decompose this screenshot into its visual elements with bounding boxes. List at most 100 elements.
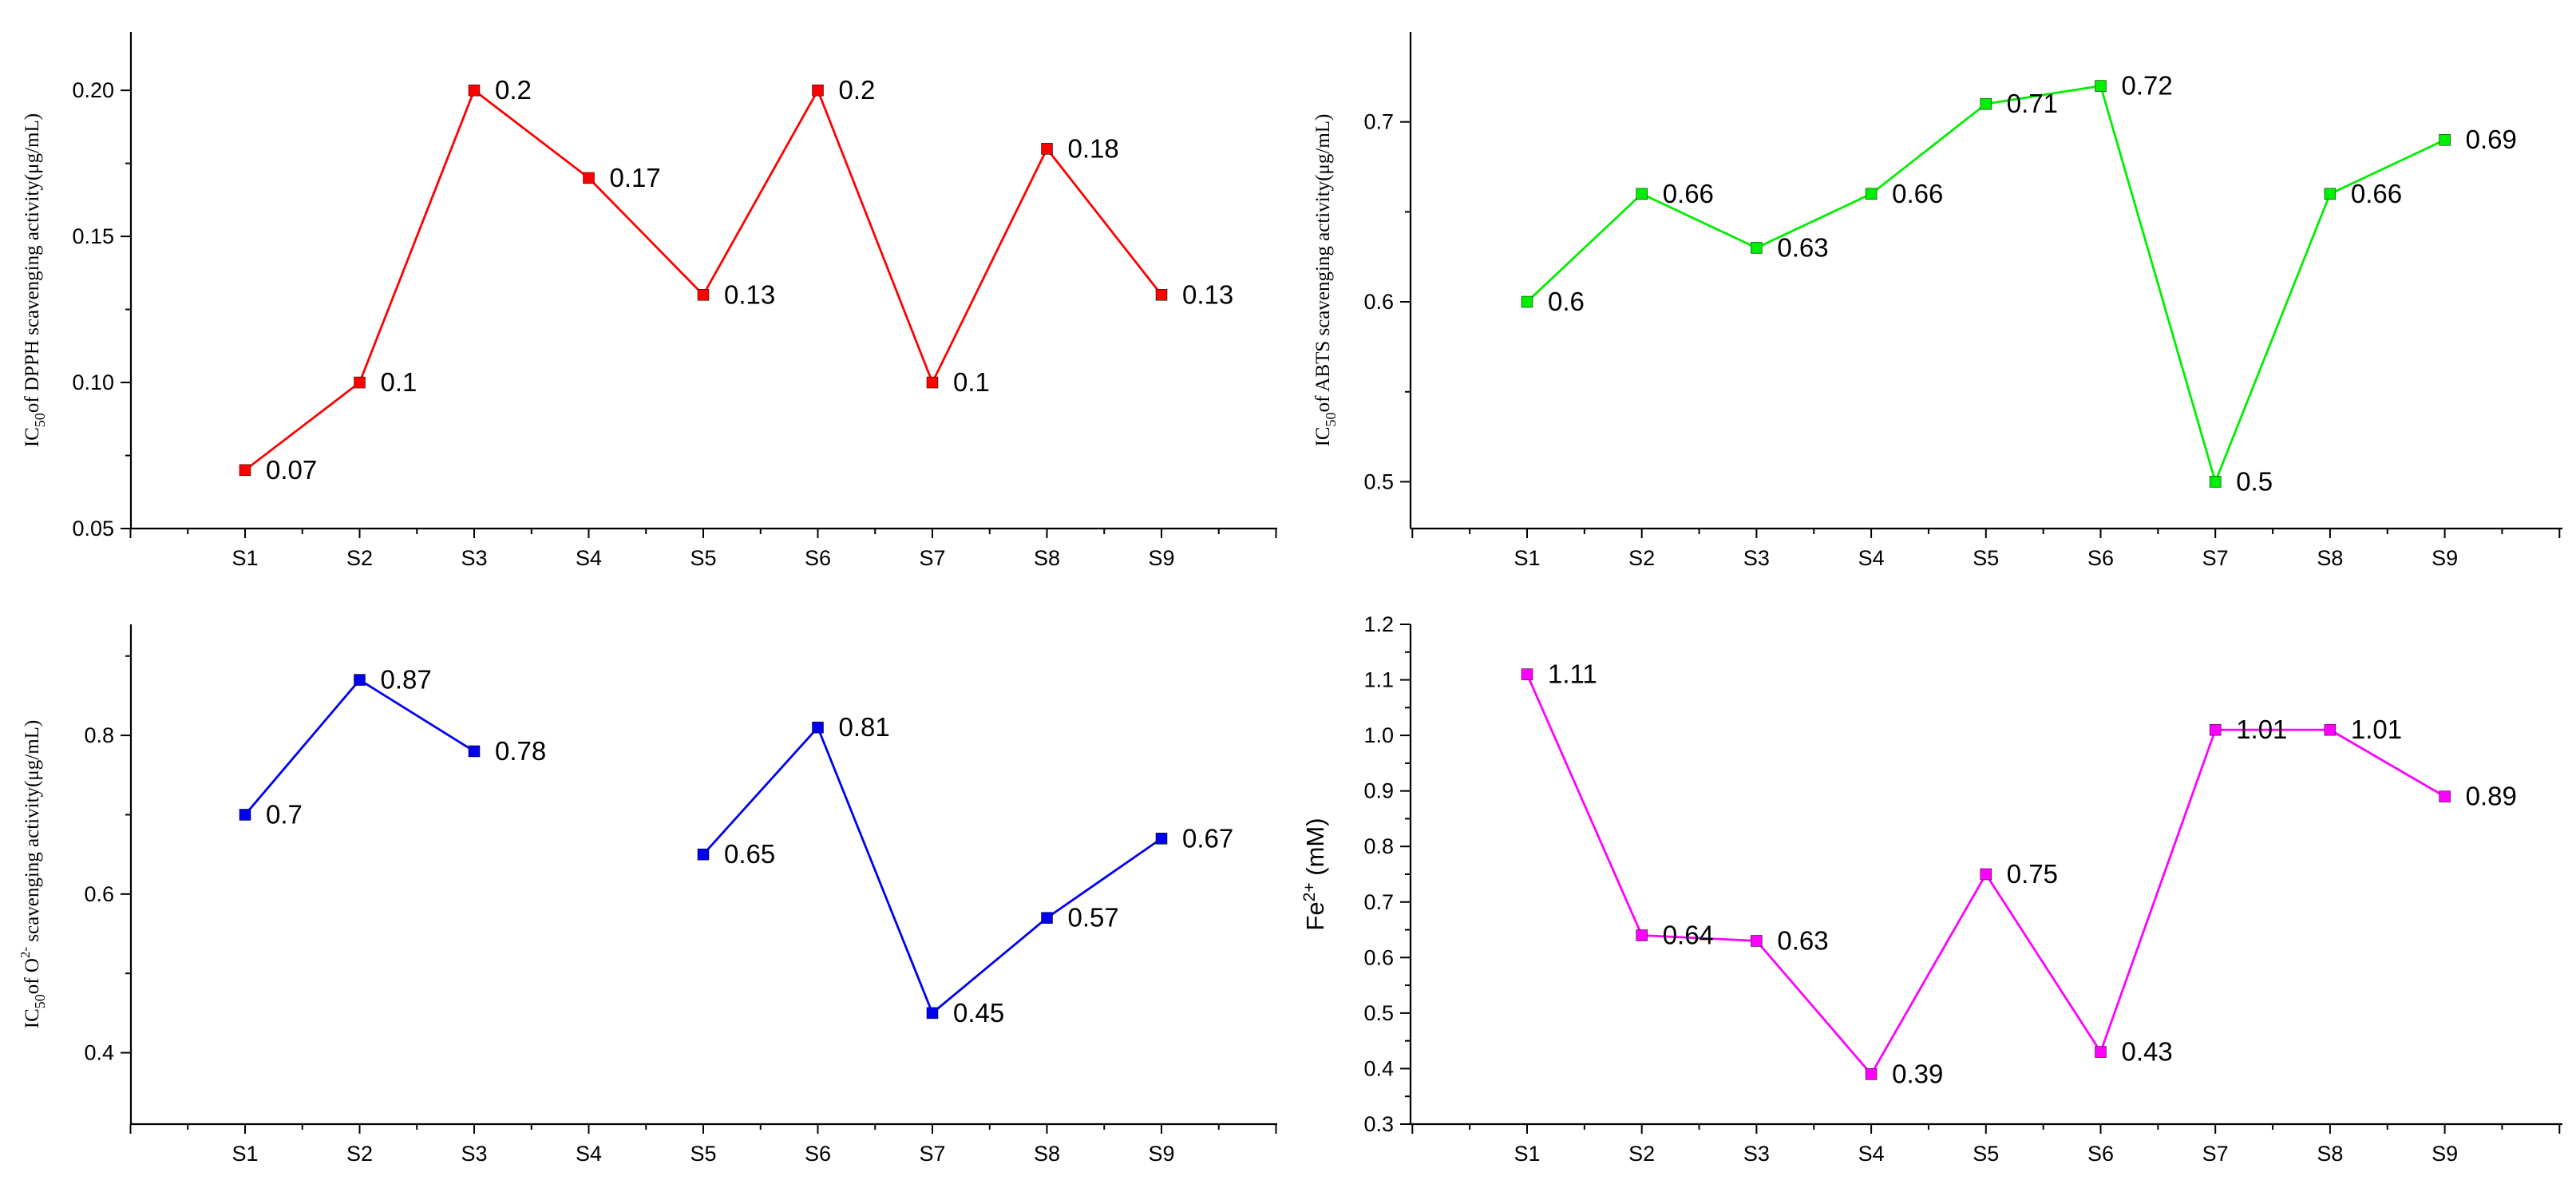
x-tick-label-s3: S3	[1743, 1142, 1770, 1166]
y-tick-label: 0.5	[1363, 469, 1394, 493]
data-point	[1751, 242, 1763, 254]
data-point	[468, 745, 481, 758]
data-point	[1980, 868, 1992, 881]
x-tick-label-s8: S8	[1034, 1142, 1060, 1166]
y-tick-label: 0.6	[1363, 290, 1394, 314]
y-axis-title-part: IC	[22, 1008, 43, 1028]
data-point	[1041, 912, 1053, 924]
y-tick-label: 0.10	[72, 370, 114, 394]
x-tick-label-s7: S7	[919, 546, 945, 570]
y-axis-title-part: 2-	[18, 947, 33, 959]
x-tick-label-s9: S9	[1148, 1142, 1174, 1166]
y-tick-label: 0.7	[1363, 110, 1394, 134]
data-point	[697, 289, 710, 301]
x-tick-label-s5: S5	[1973, 546, 1999, 570]
data-point	[926, 1007, 939, 1020]
data-point	[812, 84, 824, 97]
y-tick-label: 0.20	[72, 78, 114, 102]
chart-panel-4: 0.3 0.4 0.5 0.6 0.7 0.8 0.9 1.0 1.1 1.2 S1 S2 S3 S4 S5…	[1300, 612, 2562, 1166]
x-tick-label-s6: S6	[2087, 1142, 2114, 1166]
data-label: 0.2	[839, 75, 876, 105]
data-point	[1041, 143, 1053, 155]
x-tick-label-s4: S4	[576, 546, 602, 570]
data-label: 0.17	[610, 163, 661, 192]
x-tick-label-s5: S5	[690, 546, 716, 570]
y-axis-title-part: (mM)	[1301, 818, 1329, 882]
x-tick-label-s8: S8	[2317, 1142, 2343, 1166]
data-point	[2324, 723, 2337, 736]
x-tick-label-s2: S2	[1628, 1142, 1655, 1166]
y-axis-title: IC50of ABTS scavenging activity(μg/mL)	[1312, 114, 1339, 447]
y-axis-title: Fe2+ (mM)	[1300, 818, 1329, 930]
x-tick-label-s2: S2	[346, 1142, 373, 1166]
x-tick-label-s9: S9	[1148, 546, 1174, 570]
data-point	[354, 376, 366, 389]
data-point	[2324, 188, 2337, 200]
y-tick-label: 0.9	[1363, 779, 1394, 803]
data-label: 0.66	[1892, 179, 1943, 208]
data-label: 0.45	[953, 998, 1004, 1028]
x-tick-label-s7: S7	[2202, 546, 2229, 570]
data-point	[926, 376, 939, 389]
y-tick-label: 0.05	[72, 517, 114, 541]
data-point	[1636, 929, 1648, 941]
x-tick-label-s6: S6	[2087, 546, 2114, 570]
data-label: 0.13	[724, 279, 775, 309]
x-tick-label-s4: S4	[576, 1142, 602, 1166]
y-tick-label: 1.0	[1363, 723, 1394, 747]
data-label: 1.01	[2351, 715, 2402, 744]
data-point	[1980, 97, 1992, 110]
data-label: 0.1	[953, 367, 990, 397]
data-label: 0.71	[2007, 89, 2058, 118]
data-point	[239, 464, 251, 477]
y-axis-title-part: IC	[1312, 426, 1334, 446]
data-label: 0.81	[839, 712, 890, 742]
data-label: 0.66	[1663, 179, 1714, 208]
data-point	[1521, 668, 1533, 680]
data-label: 0.07	[266, 455, 317, 485]
data-point	[2209, 723, 2222, 736]
data-point	[1155, 833, 1168, 845]
y-axis-title: IC50of O2- scavenging activity(μg/mL)	[18, 720, 48, 1028]
data-label: 0.43	[2122, 1037, 2173, 1067]
y-axis-title-part: 50	[32, 413, 48, 427]
y-axis-title-part: 50	[32, 994, 48, 1008]
data-point	[2439, 790, 2451, 802]
data-point	[239, 809, 251, 821]
data-label: 0.6	[1548, 287, 1585, 316]
x-tick-label-s5: S5	[690, 1142, 716, 1166]
data-point	[2439, 133, 2451, 146]
x-tick-label-s8: S8	[2317, 546, 2343, 570]
x-tick-label-s1: S1	[231, 546, 258, 570]
x-tick-label-s1: S1	[231, 1142, 258, 1166]
data-label: 0.72	[2122, 71, 2173, 101]
chart-panel-1: 0.05 0.10 0.15 0.20 S1 S2 S3 S4 S5 S6 S7 S8 S9 IC50of…	[22, 32, 1277, 570]
data-label: 1.11	[1548, 659, 1597, 689]
data-label: 0.78	[495, 736, 546, 766]
x-tick-label-s2: S2	[346, 546, 373, 570]
y-tick-label: 0.4	[1363, 1056, 1394, 1080]
x-tick-label-s4: S4	[1858, 1142, 1885, 1166]
y-tick-label: 0.6	[1363, 945, 1394, 969]
x-tick-label-s3: S3	[1743, 546, 1770, 570]
data-label: 0.67	[1182, 823, 1233, 853]
data-label: 0.75	[2007, 859, 2058, 889]
data-label: 0.7	[266, 799, 303, 829]
series-line	[1526, 85, 2446, 485]
data-label: 0.66	[2351, 179, 2402, 208]
y-tick-label: 1.2	[1363, 612, 1394, 636]
data-point	[1155, 289, 1168, 301]
y-axis-title-part: of DPPH scavenging activity(μg/mL)	[22, 113, 43, 413]
x-tick-label-s9: S9	[2432, 546, 2458, 570]
x-tick-label-s7: S7	[2202, 1142, 2229, 1166]
data-point	[1751, 935, 1763, 947]
data-label: 0.69	[2466, 125, 2517, 154]
data-point	[1521, 295, 1533, 308]
data-label: 0.65	[724, 839, 775, 869]
x-tick-label-s3: S3	[461, 1142, 487, 1166]
y-tick-label: 0.8	[1363, 834, 1394, 858]
x-tick-label-s1: S1	[1514, 1142, 1540, 1166]
series-line	[243, 678, 475, 816]
data-point	[697, 848, 710, 861]
y-axis-title-part: of O	[22, 958, 43, 994]
